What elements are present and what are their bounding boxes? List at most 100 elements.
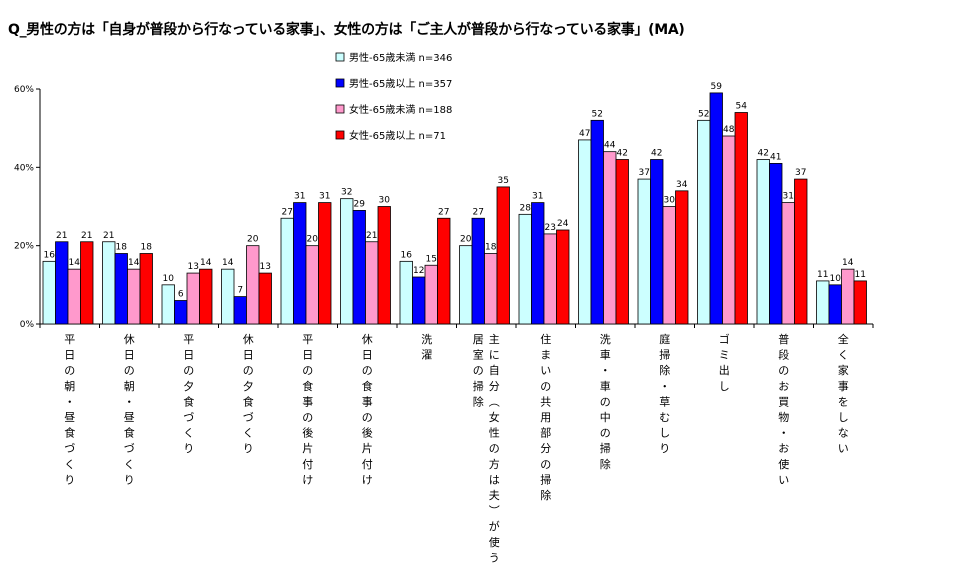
chart-title: Q_男性の方は「自身が普段から行なっている家事」、女性の方は「ご主人が普段から行… [8,22,685,38]
bar [412,276,426,325]
bar [769,163,783,325]
bar [340,198,354,325]
bar [662,206,676,325]
data-label: 35 [498,176,509,186]
legend-label: 男性-65歳以上 n=357 [349,77,452,90]
data-label: 52 [698,109,709,119]
data-label: 37 [795,168,806,178]
data-label: 10 [163,274,175,284]
bar [816,280,830,325]
category-label: 住まいの共用部分の掃除 [540,332,551,502]
y-tick-label: 40% [14,163,34,173]
bar [650,159,664,325]
bar [543,233,557,325]
data-label: 30 [379,196,391,206]
bar [80,241,94,325]
data-label: 14 [222,258,234,268]
bar [102,241,116,325]
bar [756,159,770,325]
data-label: 13 [188,262,199,272]
data-label: 11 [855,270,866,280]
category-label: 休日の朝・昼食づくり [124,333,135,486]
data-label: 20 [460,235,472,245]
bar [709,92,723,325]
bar [637,178,651,325]
bar [518,213,532,325]
data-label: 32 [341,188,352,198]
bar [114,253,128,325]
data-label: 31 [319,192,330,202]
data-label: 23 [545,223,556,233]
bar [722,135,736,325]
category-label: 平日の食事の後片付け [302,333,313,486]
data-label: 42 [617,149,628,159]
category-label: 休日の夕食づくり [243,333,254,455]
category-label: 休日の食事の後片付け [362,333,373,486]
data-label: 27 [438,207,449,217]
bar [186,272,200,325]
data-label: 48 [723,125,735,135]
category-label: 平日の夕食づくり [183,333,194,455]
bar [841,268,855,325]
category-label: 洗濯 [421,333,432,362]
bar [352,210,366,325]
data-label: 27 [473,207,484,217]
data-label: 27 [282,207,293,217]
bar [305,245,319,325]
category-label: 主に自分︵女性の方は夫︶が使う [489,333,500,564]
y-tick-label: 20% [14,242,34,252]
data-label: 14 [128,258,140,268]
bar [734,112,748,325]
bar [139,253,153,325]
data-label: 12 [413,266,424,276]
bar [603,151,617,325]
data-label: 18 [141,243,153,253]
category-label: 全く家事をしない [838,332,849,455]
bar [781,202,795,325]
bar [161,284,175,325]
category-label: 庭掃除・草むしり [659,332,670,455]
data-label: 13 [260,262,271,272]
data-label: 16 [401,250,413,260]
data-label: 47 [579,129,590,139]
data-label: 54 [736,102,748,112]
data-label: 52 [592,109,603,119]
data-label: 20 [247,235,259,245]
data-label: 7 [237,286,243,296]
category-label: 普段のお買物・お使い [778,332,789,486]
data-label: 15 [426,254,437,264]
bar [615,159,629,325]
bar [399,260,413,325]
bar [531,202,545,325]
data-label: 42 [758,149,769,159]
category-label: 平日の朝・昼食づくり [64,333,75,486]
bar [424,264,438,325]
bar [471,217,485,325]
bar [590,119,604,325]
data-label: 14 [69,258,81,268]
data-label: 24 [557,219,569,229]
data-label: 42 [651,149,662,159]
data-label: 6 [178,290,184,300]
category-label: 居室の掃除 [473,333,484,408]
bar [55,241,69,325]
bar [828,284,842,325]
bar [318,202,332,325]
data-label: 11 [817,270,828,280]
category-label: ゴミ出し [719,332,730,393]
bar [67,268,81,325]
data-label: 44 [604,141,616,151]
bar [174,300,188,325]
category-labels: 平日の朝・昼食づくり 休日の朝・昼食づくり 平日の夕食づくり 休日の夕食づくり 平日の食… [64,332,849,564]
bar [293,202,307,325]
data-label: 29 [354,199,366,209]
data-label: 21 [103,231,114,241]
legend-swatch [335,52,345,62]
bar [365,241,379,325]
bar [199,268,213,325]
data-label: 31 [783,192,794,202]
data-label: 37 [639,168,650,178]
bar [484,253,498,325]
